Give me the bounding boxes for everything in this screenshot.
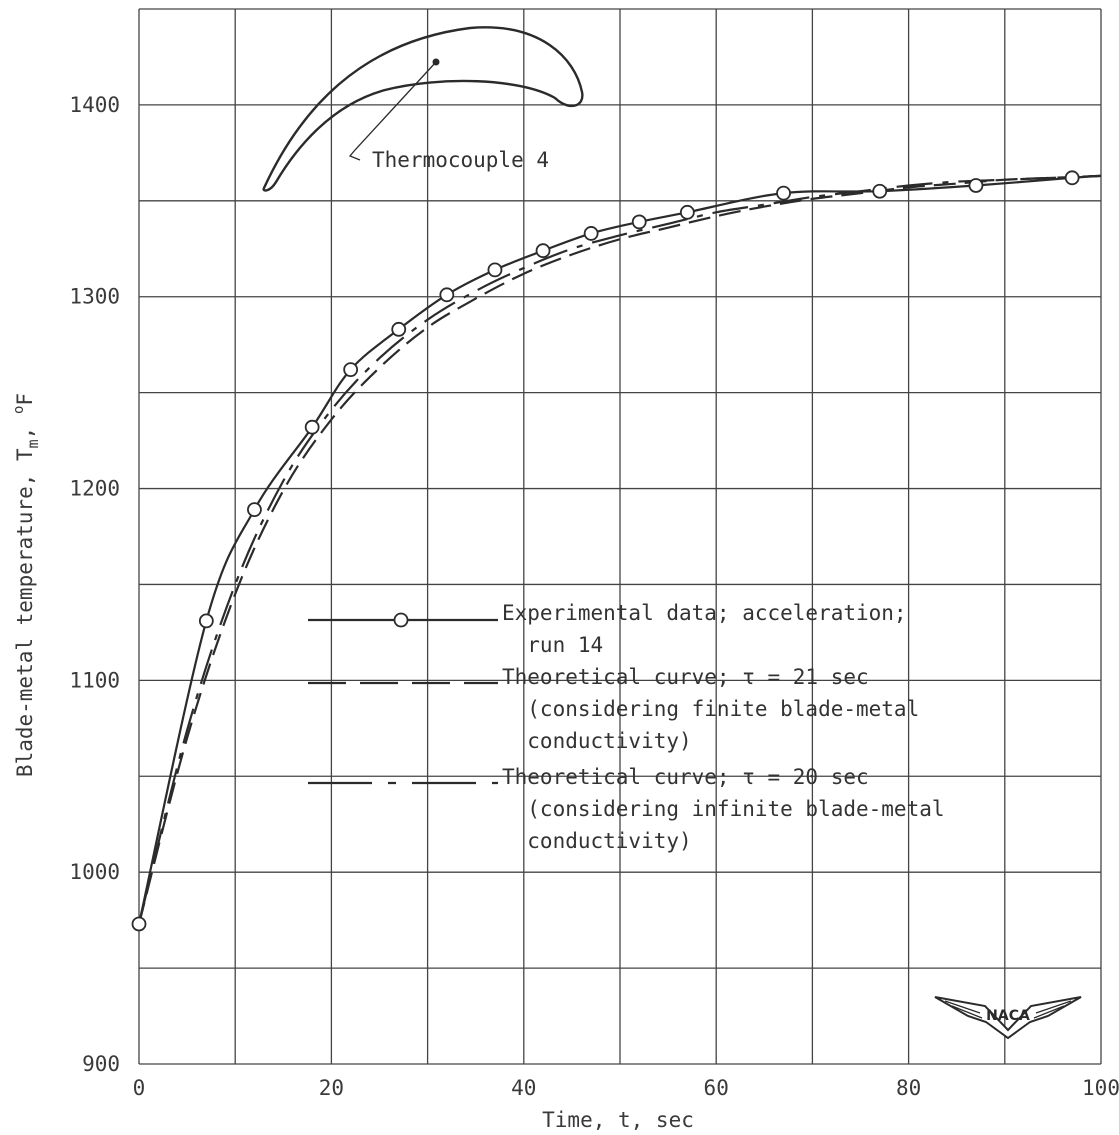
legend-entry-line: Theoretical curve; τ = 21 sec <box>502 665 869 689</box>
y-axis-label-main: Blade-metal temperature, T <box>13 448 37 777</box>
y-tick-label: 900 <box>82 1052 120 1076</box>
y-axis-label-sub: m <box>24 439 42 448</box>
data-point-marker <box>968 178 984 193</box>
data-point-marker <box>1064 170 1080 186</box>
data-point-marker <box>776 185 791 201</box>
series-curves <box>137 174 1102 925</box>
tick-labels: 0 20 40 60 80 100 900 1000 1100 1200 1300 1400 <box>69 93 1119 1100</box>
series-theoretical-infinite <box>137 174 1102 925</box>
data-point-marker <box>247 502 262 518</box>
data-point-marker <box>679 204 695 220</box>
legend-text: Experimental data; acceleration; run 14 T… <box>502 601 945 853</box>
y-tick-label: 1000 <box>69 860 120 884</box>
data-point-marker <box>304 419 320 435</box>
data-point-marker <box>872 183 888 199</box>
y-axis-label: Blade-metal temperature, Tm, oF <box>11 393 42 777</box>
legend-marker-experimental <box>393 612 409 628</box>
y-tick-label: 1400 <box>69 93 120 117</box>
data-point-marker <box>439 287 455 303</box>
naca-logo: NACA <box>934 996 1082 1040</box>
thermocouple-leader <box>348 61 437 161</box>
legend-entry-line: (considering infinite blade-metal <box>502 797 945 821</box>
x-axis-label: Time, t, sec <box>542 1108 694 1132</box>
data-markers <box>131 170 1080 932</box>
data-point-marker <box>631 214 647 230</box>
series-theoretical-finite <box>137 174 1102 925</box>
x-tick-label: 60 <box>704 1076 729 1100</box>
blade-outline <box>262 26 584 192</box>
naca-wing-lines <box>944 1000 1072 1019</box>
blade-inset: Thermocouple 4 <box>262 26 584 192</box>
data-point-marker <box>535 243 551 259</box>
legend-entry-line: Theoretical curve; τ = 20 sec <box>502 765 869 789</box>
x-tick-label: 80 <box>896 1076 921 1100</box>
data-point-marker <box>343 362 359 378</box>
grid <box>138 8 1102 1065</box>
data-point-marker <box>131 916 147 932</box>
legend-entry-line: run 14 <box>502 633 603 657</box>
x-tick-label: 20 <box>319 1076 344 1100</box>
inset-label: Thermocouple 4 <box>372 148 549 172</box>
data-point-marker <box>583 226 599 241</box>
y-axis-label-unit: F <box>13 393 37 406</box>
naca-wings <box>934 996 1082 1040</box>
y-tick-label: 1100 <box>69 668 120 692</box>
naca-logo-text: NACA <box>986 1008 1030 1024</box>
data-point-marker <box>487 262 503 278</box>
x-tick-label: 100 <box>1082 1076 1119 1100</box>
data-point-marker <box>198 613 214 629</box>
data-point-marker <box>391 321 407 337</box>
y-tick-label: 1300 <box>69 285 120 309</box>
series-experimental <box>137 174 1102 925</box>
x-tick-label: 0 <box>133 1076 146 1100</box>
y-axis-label-sup: o <box>11 406 27 414</box>
y-tick-label: 1200 <box>69 477 120 501</box>
legend-entry-line: conductivity) <box>502 829 692 853</box>
legend-entry-line: Experimental data; acceleration; <box>502 601 907 625</box>
legend-entry-line: conductivity) <box>502 729 692 753</box>
legend-entry-line: (considering finite blade-metal <box>502 697 919 721</box>
legend: Experimental data; acceleration; run 14 T… <box>308 601 945 853</box>
x-tick-label: 40 <box>511 1076 536 1100</box>
y-axis-label-tail: , <box>13 414 37 439</box>
